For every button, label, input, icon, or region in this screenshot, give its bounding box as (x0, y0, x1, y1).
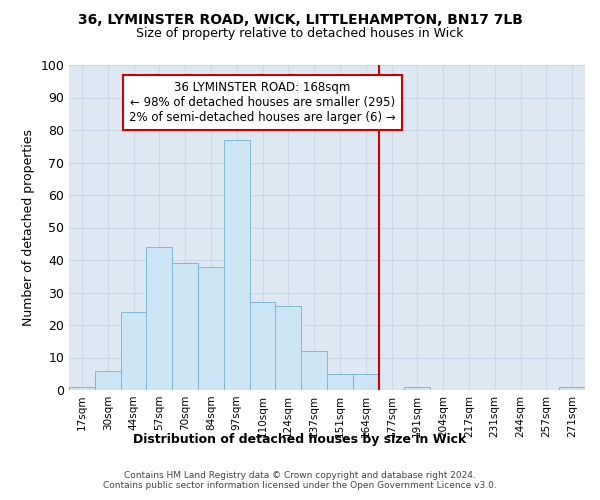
Bar (559, 387, 585, 390)
Bar (69, 387, 95, 390)
Y-axis label: Number of detached properties: Number of detached properties (22, 129, 35, 326)
Bar (172, 263, 198, 390)
Bar (353, 374, 379, 390)
Bar (250, 302, 275, 390)
Text: 36 LYMINSTER ROAD: 168sqm
← 98% of detached houses are smaller (295)
2% of semi-: 36 LYMINSTER ROAD: 168sqm ← 98% of detac… (129, 81, 396, 124)
Text: 36, LYMINSTER ROAD, WICK, LITTLEHAMPTON, BN17 7LB: 36, LYMINSTER ROAD, WICK, LITTLEHAMPTON,… (77, 12, 523, 26)
Text: Size of property relative to detached houses in Wick: Size of property relative to detached ho… (136, 28, 464, 40)
Bar (198, 266, 224, 390)
Bar (146, 247, 172, 390)
Bar (95, 370, 121, 390)
Bar (121, 312, 146, 390)
Bar (404, 387, 430, 390)
Text: Contains HM Land Registry data © Crown copyright and database right 2024.
Contai: Contains HM Land Registry data © Crown c… (103, 470, 497, 490)
Bar (275, 306, 301, 390)
Bar (301, 351, 327, 390)
Bar (327, 374, 353, 390)
Bar (224, 140, 250, 390)
Text: Distribution of detached houses by size in Wick: Distribution of detached houses by size … (133, 432, 467, 446)
